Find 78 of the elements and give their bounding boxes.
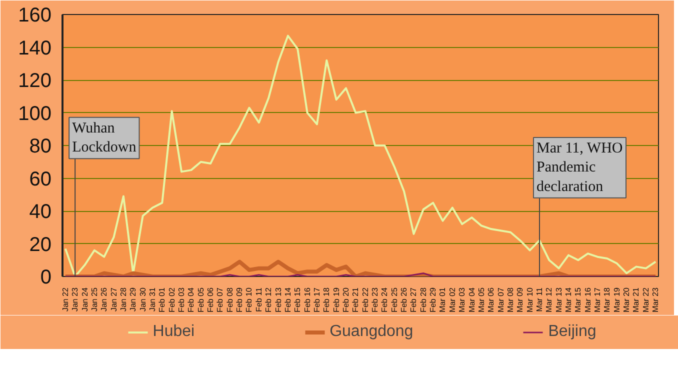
x-tick-label: Feb 04 — [186, 286, 196, 312]
x-tick-label: Mar 10 — [525, 286, 534, 312]
y-tick-label: 60 — [29, 168, 52, 190]
x-tick-label: Mar 08 — [506, 286, 515, 312]
x-tick-label: Feb 21 — [351, 286, 360, 312]
x-tick-label: Mar 04 — [467, 286, 476, 312]
ref-line-label: Mar 11, WHO Pandemic declaration — [536, 140, 623, 195]
x-tick-label: Feb 14 — [283, 286, 292, 312]
y-tick-label: 80 — [29, 136, 52, 158]
x-tick-label: Feb 05 — [196, 286, 206, 312]
x-tick-label: Feb 28 — [418, 286, 428, 312]
x-tick-label: Feb 17 — [312, 286, 322, 312]
x-tick-label: Jan 29 — [128, 286, 138, 312]
x-tick-label: Feb 02 — [167, 286, 176, 312]
x-tick-label: Feb 29 — [428, 286, 438, 312]
x-tick-label: Mar 21 — [632, 286, 641, 312]
x-tick-label: Jan 26 — [100, 286, 109, 312]
line-series — [64, 34, 657, 276]
x-tick-label: Feb 19 — [332, 286, 341, 312]
x-tick-label: Mar 14 — [564, 286, 574, 312]
x-tick-label: Mar 02 — [448, 286, 457, 312]
x-tick-label: Feb 24 — [380, 286, 390, 312]
y-tick-label: 160 — [18, 4, 52, 26]
y-tick-label: 40 — [29, 201, 52, 223]
x-tick-label: Feb 12 — [264, 286, 274, 312]
legend-label: Hubei — [152, 323, 195, 341]
x-tick-label: Mar 19 — [612, 286, 622, 312]
x-tick-label: Feb 26 — [400, 286, 409, 312]
x-tick-label: Feb 27 — [409, 286, 418, 312]
line-series — [63, 260, 658, 276]
x-tick-label: Feb 09 — [235, 286, 244, 312]
x-tick-label: Jan 27 — [109, 286, 118, 312]
x-tick-label: Mar 01 — [438, 286, 448, 312]
ref-line-label: Wuhan Lockdown — [72, 120, 137, 156]
x-tick-label: Mar 06 — [486, 286, 496, 312]
x-tick-label: Mar 12 — [544, 286, 554, 312]
x-tick-label: Jan 28 — [118, 286, 128, 312]
x-tick-label: Mar 15 — [574, 286, 583, 312]
x-tick-label: Feb 15 — [293, 286, 302, 312]
x-tick-label: Jan 25 — [90, 286, 99, 312]
x-tick-label: Mar 17 — [593, 286, 602, 312]
legend-label: Guangdong — [330, 323, 414, 341]
x-tick-label: Mar 11 — [534, 286, 544, 312]
x-tick-label: Feb 10 — [244, 286, 254, 312]
x-tick-label: Jan 24 — [80, 286, 90, 312]
x-tick-label: Feb 06 — [206, 286, 216, 312]
x-tick-label: Mar 03 — [458, 286, 467, 312]
x-tick-label: Feb 20 — [341, 286, 350, 312]
x-tick-label: Mar 07 — [496, 286, 506, 312]
x-tick-label: Jan 22 — [60, 286, 70, 312]
x-tick-label: Feb 01 — [158, 286, 167, 312]
x-tick-label: Mar 13 — [554, 286, 564, 312]
x-tick-label: Mar 23 — [651, 286, 660, 312]
x-tick-label: Mar 16 — [583, 286, 592, 312]
x-tick-label: Jan 31 — [148, 286, 157, 312]
x-tick-label: Feb 23 — [370, 286, 380, 312]
y-tick-label: 100 — [18, 102, 52, 125]
x-tick-label: Mar 18 — [602, 286, 612, 312]
x-tick-label: Feb 22 — [360, 286, 370, 312]
y-tick-label: 120 — [18, 70, 52, 92]
y-tick-label: 140 — [18, 37, 52, 60]
x-tick-label: Feb 13 — [274, 286, 283, 312]
x-tick-label: Mar 20 — [622, 286, 632, 312]
x-tick-label: Mar 22 — [641, 286, 650, 312]
x-tick-label: Mar 05 — [476, 286, 486, 312]
x-tick-label: Mar 09 — [516, 286, 525, 312]
x-tick-label: Feb 18 — [322, 286, 332, 312]
x-tick-label: Feb 03 — [177, 286, 186, 312]
y-tick-label: 0 — [40, 266, 52, 288]
x-tick-label: Jan 23 — [70, 286, 80, 312]
y-tick-label: 20 — [29, 234, 52, 256]
x-tick-label: Feb 11 — [254, 286, 264, 312]
x-tick-label: Feb 08 — [225, 286, 234, 312]
x-tick-label: Jan 30 — [138, 286, 148, 312]
x-tick-label: Feb 25 — [390, 286, 399, 312]
x-tick-label: Feb 16 — [302, 286, 312, 312]
x-tick-label: Feb 07 — [216, 286, 225, 312]
legend-label: Beijing — [548, 323, 596, 341]
